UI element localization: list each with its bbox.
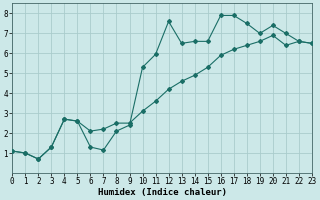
X-axis label: Humidex (Indice chaleur): Humidex (Indice chaleur) [98, 188, 227, 197]
